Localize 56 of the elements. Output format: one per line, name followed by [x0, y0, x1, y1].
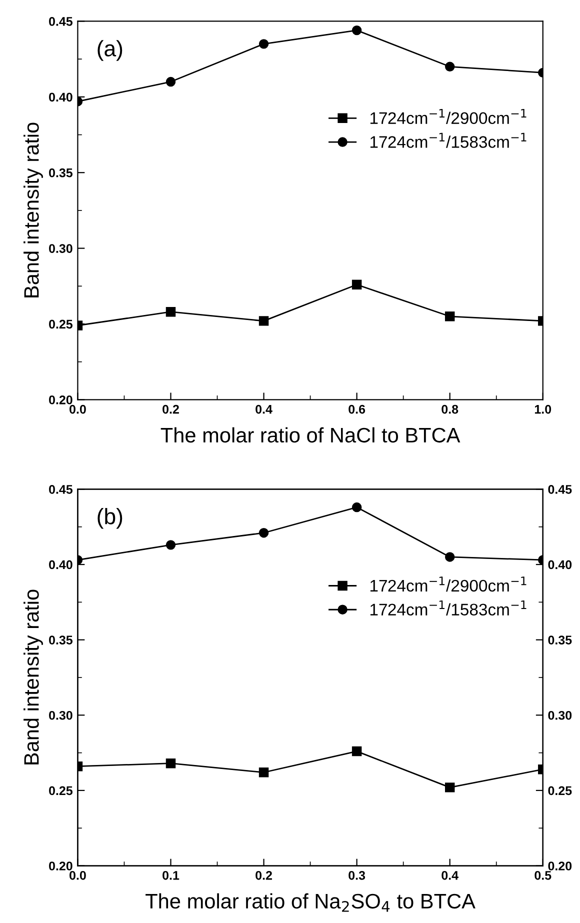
y2-tick-label: 0.35 — [548, 636, 572, 644]
y2-tick-label: 0.45 — [548, 484, 572, 494]
text: 0.20 — [49, 395, 72, 404]
y-tick-label: 0.25 — [49, 786, 73, 796]
text: 0.40 — [49, 560, 72, 570]
text: 0.20 — [548, 862, 572, 870]
text: 0.40 — [49, 92, 72, 102]
point — [258, 316, 269, 326]
legend-label: 1724cm$^{−1}$/2900cm$^{−1}$ — [370, 108, 526, 124]
legend-label: 1724cm$^{−1}$/1583cm$^{−1}$ — [370, 132, 526, 148]
x-axis-title: The molar ratio of Na$_{2}$SO$_{4}$ to BTCA — [146, 893, 476, 912]
point — [444, 782, 455, 792]
point — [444, 312, 455, 322]
x-tick-label: 0.2 — [256, 870, 272, 880]
point — [352, 25, 362, 36]
point — [352, 502, 362, 512]
y-tick-label: 0.35 — [49, 168, 73, 178]
text: 0.30 — [49, 244, 72, 253]
x-axis-title: The molar ratio of NaCl to BTCA — [160, 427, 460, 443]
legend-label: 1724cm$^{−1}$/2900cm$^{−1}$ — [370, 576, 526, 592]
point — [258, 39, 269, 49]
y2-tick-label: 0.25 — [548, 786, 572, 796]
point — [352, 280, 362, 290]
point — [258, 768, 269, 778]
x-tick-label: 0.8 — [442, 404, 458, 414]
x-tick-label: 0.2 — [162, 404, 179, 414]
text: 0.0 — [70, 870, 86, 880]
text: 0.30 — [49, 710, 72, 720]
point — [166, 540, 176, 550]
x-tick-label: 0.1 — [162, 870, 180, 880]
text: 0.30 — [548, 710, 572, 720]
x-tick-label: 0.4 — [442, 870, 458, 880]
point — [444, 552, 455, 562]
y-axis-title: Band intensity ratio — [24, 122, 43, 298]
y-tick-label: 0.45 — [49, 484, 73, 494]
text: 0.20 — [49, 862, 72, 870]
point — [352, 746, 362, 756]
point — [166, 307, 176, 317]
annotation: (b) — [98, 508, 122, 529]
x-tick-label: 0.4 — [256, 404, 272, 414]
y-tick-label: 0.35 — [49, 636, 73, 644]
point — [444, 62, 455, 72]
x-tick-label: 0.6 — [348, 404, 366, 414]
point — [166, 76, 176, 87]
point — [166, 758, 176, 768]
text: 1.0 — [534, 404, 552, 414]
legend-label: 1724cm$^{−1}$/1583cm$^{−1}$ — [370, 600, 526, 616]
text: 0.0 — [70, 404, 86, 414]
annotation: (a) — [98, 40, 122, 61]
x-tick-label: 0.3 — [348, 870, 366, 880]
text: 0.40 — [548, 560, 572, 570]
y-axis-title: Band intensity ratio — [24, 590, 43, 764]
point — [258, 528, 269, 538]
y-tick-label: 0.45 — [49, 17, 73, 26]
x-tick-label: 0.5 — [534, 870, 552, 880]
y-tick-label: 0.25 — [49, 320, 73, 329]
